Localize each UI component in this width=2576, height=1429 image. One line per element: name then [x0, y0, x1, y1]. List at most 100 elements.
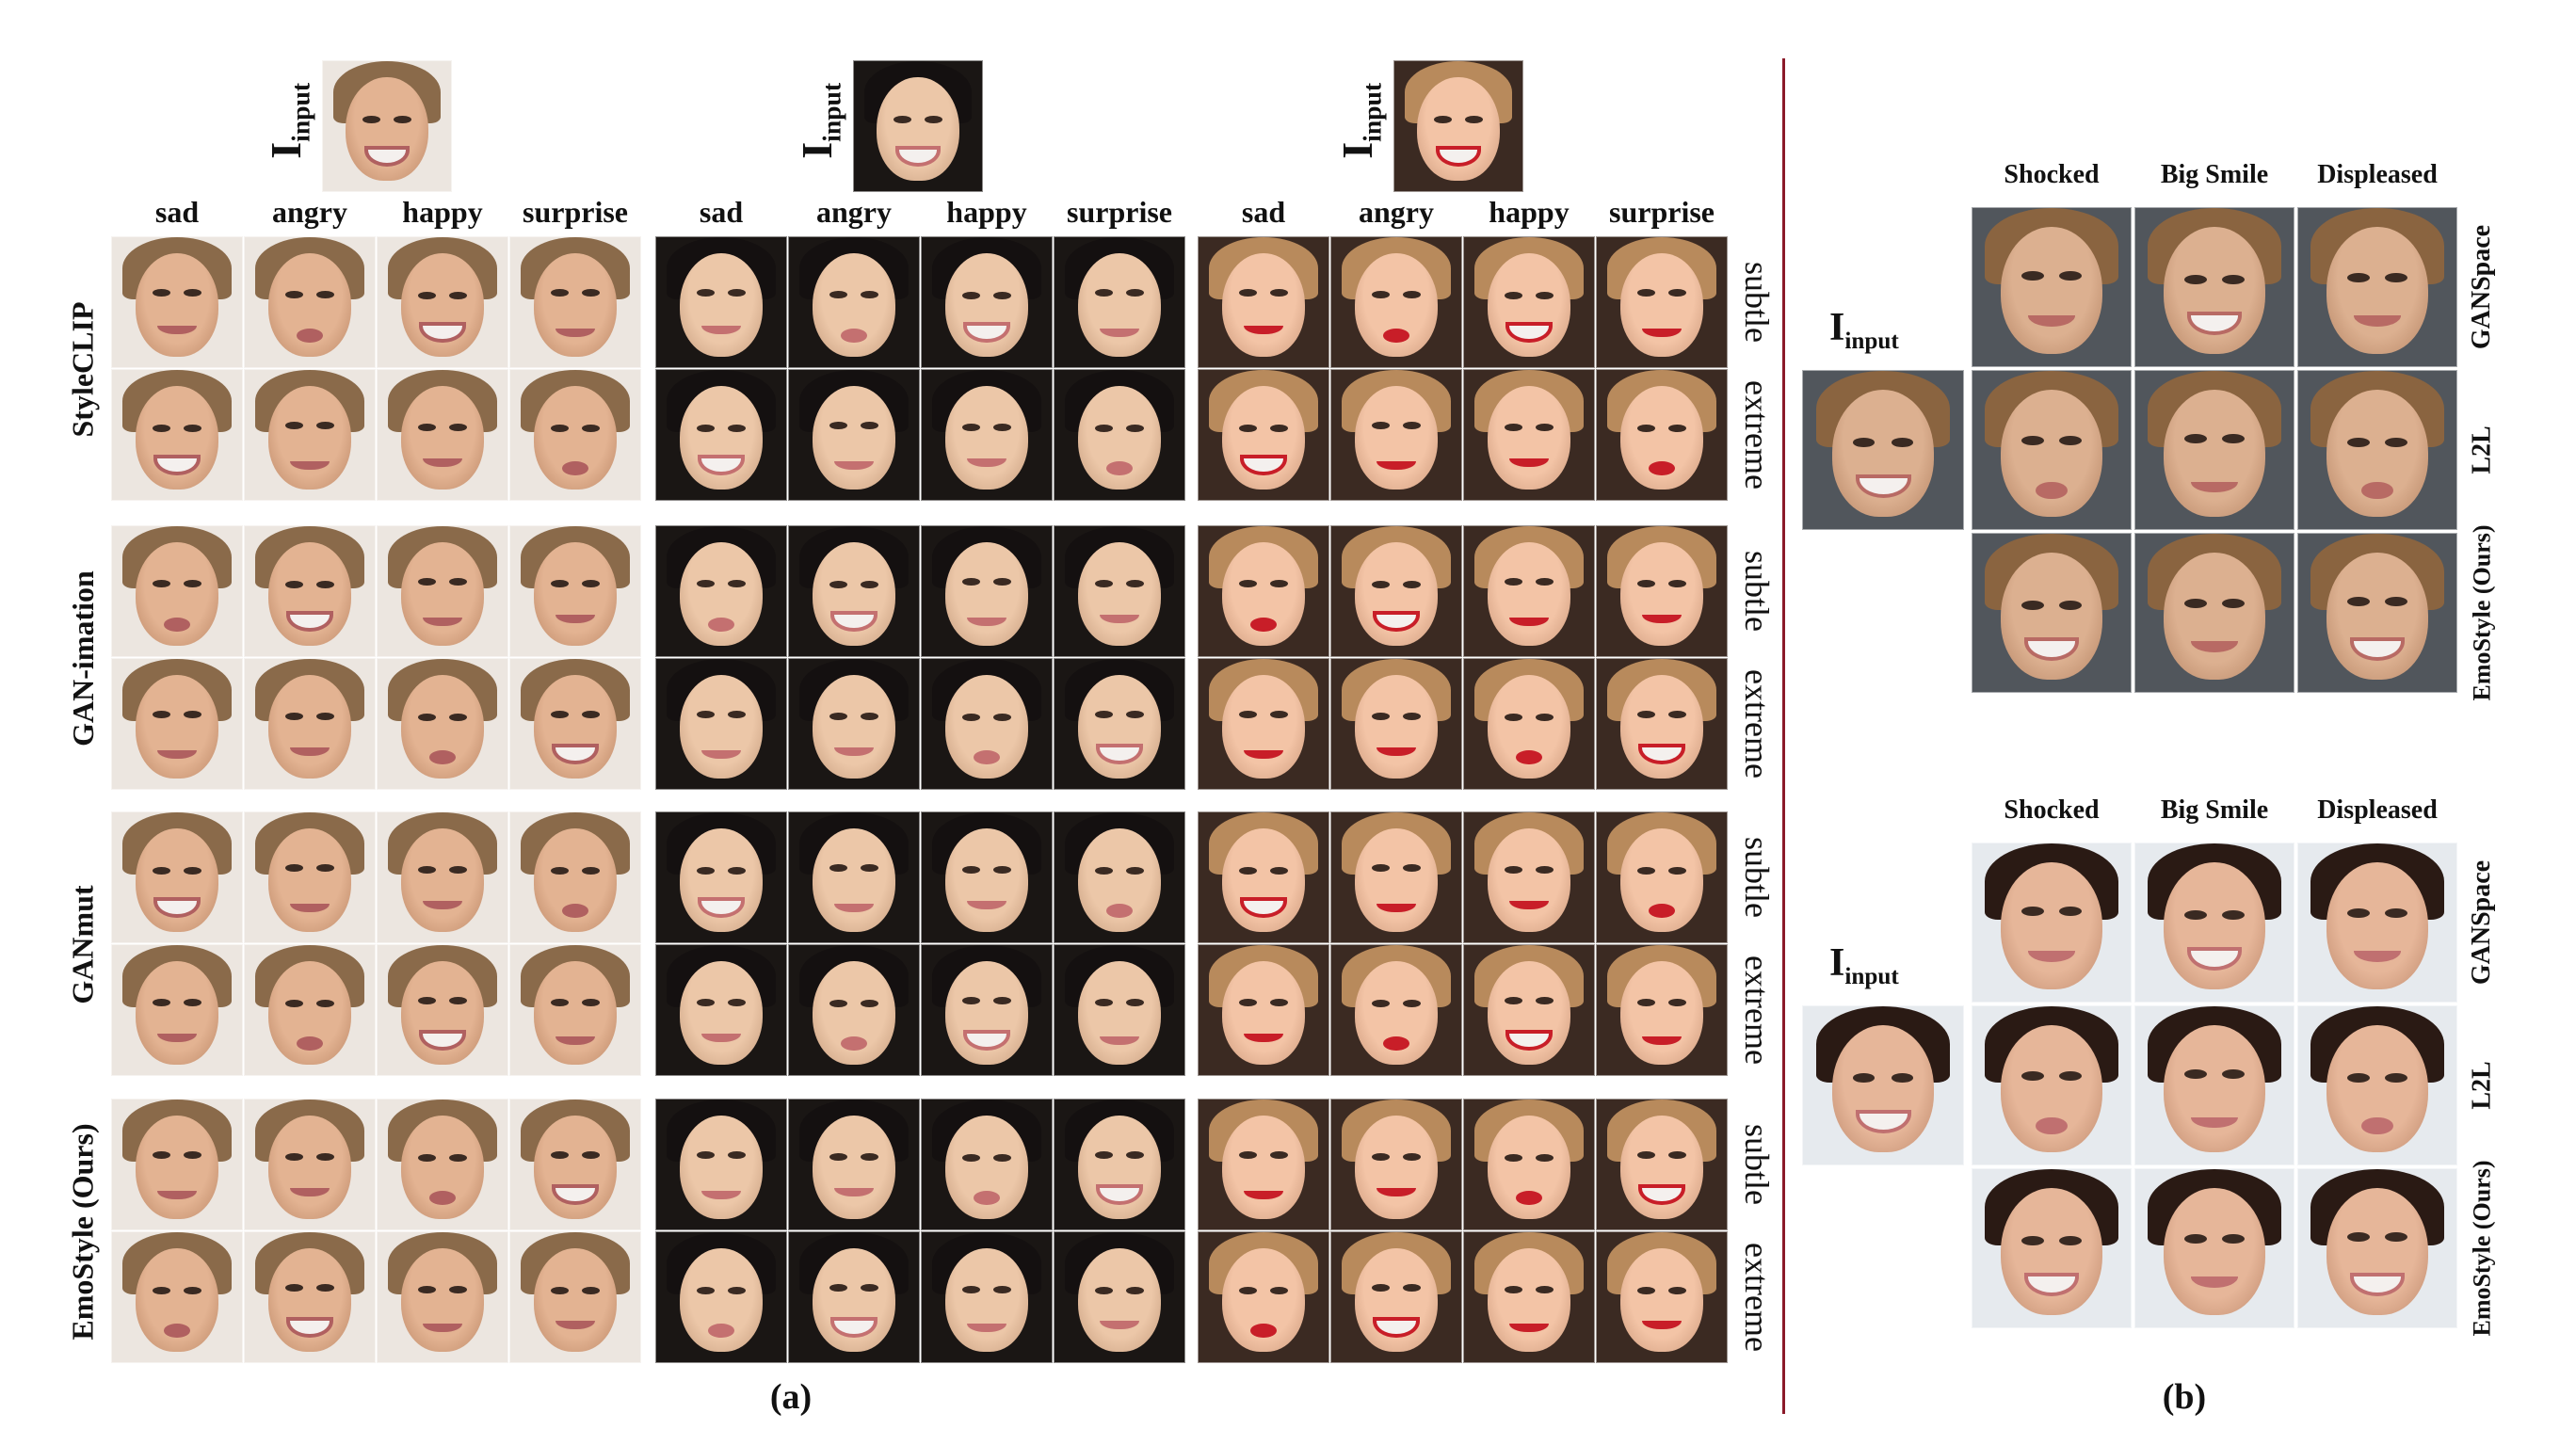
mouth-shape [967, 325, 1006, 339]
eye-shape [550, 998, 570, 1006]
head-shape [400, 827, 485, 932]
head-shape [1831, 390, 1935, 517]
head-shape [812, 1115, 896, 1219]
face-3-0-1-1 [788, 1099, 920, 1230]
eye-shape [2059, 271, 2082, 281]
mouth-shape [562, 460, 588, 475]
eye-shape [152, 711, 171, 719]
face-2-1-2-0 [1198, 944, 1329, 1076]
face-1-1-2-3 [1596, 658, 1728, 790]
face-2-1-0-3 [509, 944, 641, 1076]
eye-shape [696, 1151, 716, 1160]
mouth-shape [1244, 749, 1283, 760]
face-2-0-1-0 [655, 811, 787, 943]
panel-b1-col-0: Shocked [2004, 160, 2100, 189]
eye-shape [1504, 1285, 1523, 1293]
eye-shape [550, 1151, 570, 1160]
mouth-shape [1383, 1036, 1409, 1051]
face-0-1-0-0 [111, 369, 243, 501]
eye-shape [2222, 434, 2245, 444]
panel-b2-face-0-1 [2134, 843, 2294, 1003]
mouth-shape [2190, 1116, 2239, 1129]
eye-shape [696, 866, 716, 875]
eye-shape [1535, 1285, 1554, 1293]
head-shape [1077, 960, 1162, 1065]
head-shape [1077, 674, 1162, 779]
mouth-shape [2027, 315, 2076, 327]
face-2-0-1-1 [788, 811, 920, 943]
face-2-1-2-1 [1330, 944, 1462, 1076]
eye-shape [961, 997, 981, 1005]
eye-shape [2059, 1235, 2082, 1245]
eye-shape [894, 115, 912, 124]
eye-shape [860, 864, 879, 873]
face-1-0-2-0 [1198, 525, 1329, 657]
caption-b: (b) [2162, 1377, 2207, 1417]
face-2-0-0-3 [509, 811, 641, 943]
face-0-1-2-2 [1463, 369, 1595, 501]
mouth-shape [157, 1033, 197, 1043]
eye-shape [550, 579, 570, 587]
face-0-0-1-2 [921, 236, 1053, 368]
eye-shape [152, 289, 171, 297]
head-shape [1354, 1115, 1439, 1219]
eye-shape [1269, 998, 1289, 1006]
eye-shape [417, 997, 437, 1005]
mouth-shape [1106, 903, 1133, 918]
eye-shape [1269, 1151, 1289, 1160]
panel-b2-face-2-0 [1972, 1168, 2132, 1328]
eye-shape [1402, 290, 1422, 298]
mouth-shape [701, 749, 741, 760]
face-0-0-0-0 [111, 236, 243, 368]
eye-shape [2347, 437, 2370, 447]
eye-shape [1125, 579, 1145, 587]
eye-shape [1402, 712, 1422, 720]
eye-shape [2347, 597, 2370, 607]
eye-shape [2184, 1233, 2207, 1244]
mouth-shape [367, 149, 407, 163]
face-3-1-1-0 [655, 1231, 787, 1363]
face-2-0-2-1 [1330, 811, 1462, 943]
head-shape [1619, 541, 1704, 646]
mouth-shape [423, 900, 462, 910]
panel-b1-face-0-2 [2297, 207, 2457, 367]
mouth-shape [555, 1036, 595, 1046]
panel-b2-col-2: Displeased [2317, 795, 2438, 825]
mouth-shape [2027, 641, 2076, 658]
eye-shape [1535, 578, 1554, 586]
eye-shape [1636, 998, 1656, 1006]
eye-shape [1269, 711, 1289, 719]
eye-shape [1852, 1072, 1876, 1083]
intensity-label-extreme: extreme [1737, 669, 1776, 779]
mouth-shape [290, 460, 330, 471]
eye-shape [448, 997, 468, 1005]
mouth-shape [423, 617, 462, 627]
mouth-shape [1100, 1036, 1139, 1046]
eye-shape [417, 1285, 437, 1293]
face-2-1-2-3 [1596, 944, 1728, 1076]
face-3-0-1-0 [655, 1099, 787, 1230]
eye-shape [961, 291, 981, 300]
eye-shape [284, 999, 304, 1008]
face-0-1-2-3 [1596, 369, 1728, 501]
eye-shape [1094, 289, 1114, 297]
mouth-shape [290, 1320, 330, 1334]
face-1-0-0-0 [111, 525, 243, 657]
face-2-0-0-1 [244, 811, 376, 943]
mouth-shape [1250, 1323, 1277, 1338]
eye-shape [1094, 1286, 1114, 1295]
eye-shape [1636, 1286, 1656, 1295]
panel-b2-face-1-1 [2134, 1005, 2294, 1165]
eye-shape [1269, 424, 1289, 433]
eye-shape [1094, 866, 1114, 875]
eye-shape [417, 291, 437, 300]
mouth-shape [1244, 1033, 1283, 1043]
eye-shape [2184, 434, 2207, 444]
face-0-1-2-1 [1330, 369, 1462, 501]
eye-shape [1094, 424, 1114, 433]
mouth-shape [1509, 1323, 1549, 1333]
face-1-0-1-0 [655, 525, 787, 657]
panel-b1-input-label: Iinput [1829, 305, 1899, 355]
face-2-0-1-2 [921, 811, 1053, 943]
eye-shape [448, 865, 468, 874]
